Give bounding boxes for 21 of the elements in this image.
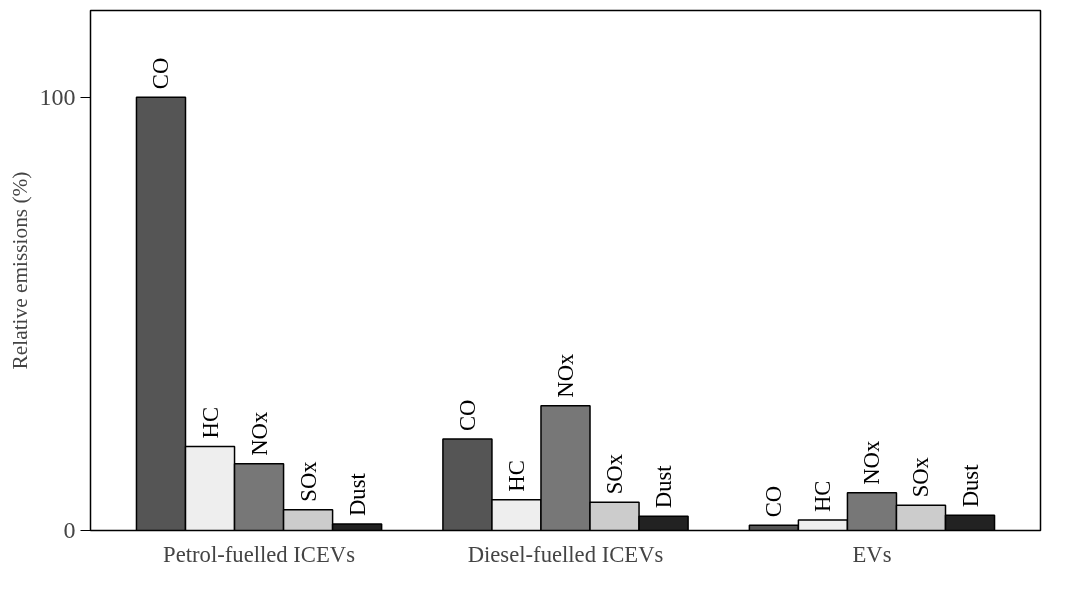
x-tick-label: Diesel-fuelled ICEVs [467, 541, 664, 567]
text: CO [761, 485, 787, 518]
text: SOx [602, 454, 628, 495]
x-tick-label: EVs [852, 541, 892, 567]
text: SOx [908, 457, 934, 498]
text: CO [454, 399, 480, 432]
text: NOx [859, 440, 885, 485]
text: HC [503, 460, 529, 492]
y-tick-label: 0 [63, 517, 76, 543]
text: CO [148, 57, 174, 90]
text: Dust [957, 464, 983, 508]
text: NOx [246, 411, 272, 456]
text: Dust [344, 472, 370, 516]
text: NOx [553, 353, 578, 398]
y-axis-title: Relative emissions (%) [7, 171, 32, 370]
y-tick-label: 100 [39, 83, 76, 110]
text: Dust [651, 465, 677, 509]
text: HC [197, 406, 223, 439]
x-tick-label: Petrol-fuelled ICEVs [163, 541, 355, 567]
text: SOx [295, 460, 321, 502]
text: HC [810, 480, 836, 513]
